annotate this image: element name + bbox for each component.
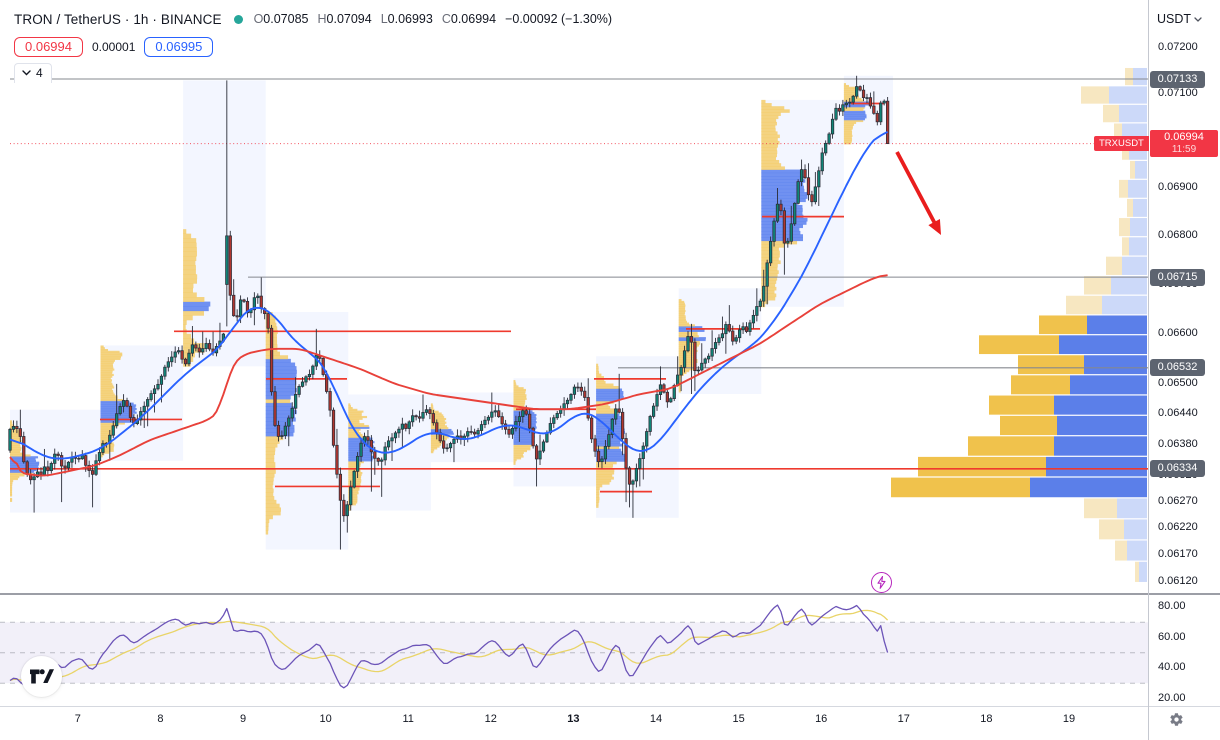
rsi-pane [0,604,1148,689]
close-value: 0.06994 [450,12,497,26]
price-tick: 0.06900 [1158,181,1198,193]
last-price-value: 0.06994 [1164,131,1204,144]
open-value: 0.07085 [263,12,309,26]
price-tick: 0.06380 [1158,438,1198,450]
currency-selector[interactable]: USDT [1157,12,1202,26]
time-tick: 13 [567,713,580,725]
rsi-tick: 80.00 [1158,600,1186,612]
indicator-count: 4 [36,66,43,80]
last-price-badge: 0.06994 11:59 [1150,130,1218,158]
chart-legend: TRON / TetherUS · 1h · BINANCE O0.07085 … [14,8,612,83]
time-tick: 19 [1062,713,1076,725]
price-tick: 0.06120 [1158,574,1198,587]
price-tick: 0.06500 [1158,376,1198,389]
session-volume-profiles [10,75,893,550]
lightning-icon [876,575,886,589]
time-tick: 11 [402,713,414,725]
time-tick: 8 [157,713,164,725]
bar-countdown: 11:59 [1171,144,1197,156]
candles [8,75,890,550]
price-tick: 0.06800 [1158,228,1198,241]
high-value: 0.07094 [326,12,372,26]
trend-arrow-drawing[interactable] [895,151,941,235]
price-tick: 0.06270 [1158,495,1198,508]
symbol-title[interactable]: TRON / TetherUS · 1h · BINANCE [14,11,222,27]
time-tick: 18 [980,713,993,725]
chart-settings-gear-icon[interactable] [1169,712,1184,727]
price-level-badge: 0.07133 [1150,70,1205,88]
low-value: 0.06993 [387,12,433,26]
price-tick: 0.06600 [1158,326,1198,339]
price-tick: 0.06220 [1158,521,1198,534]
time-tick: 9 [239,713,247,725]
price-level-badge: 0.06532 [1150,359,1205,377]
price-line-symbol-tag: TRXUSDT [1094,136,1149,152]
price-level-badge: 0.06715 [1150,268,1205,286]
rsi-tick: 20.00 [1158,691,1186,704]
buy-price-button[interactable]: 0.06995 [144,37,214,57]
sell-price-button[interactable]: 0.06994 [14,37,83,57]
quick-trade-button[interactable] [870,571,892,593]
time-tick: 17 [897,713,910,725]
rsi-tick: 40.00 [1158,661,1186,673]
time-tick: 15 [732,713,745,725]
rsi-tick: 60.00 [1158,630,1186,643]
change-value: −0.00092 (−1.30%) [505,12,613,26]
price-tick: 0.06170 [1158,547,1198,560]
time-tick: 10 [319,713,332,725]
time-tick: 14 [649,713,663,725]
ohlc-values: O0.07085 H0.07094 L0.06993 C0.06994 [253,12,497,26]
spread-value: 0.00001 [92,40,136,54]
time-tick: 7 [74,713,81,725]
time-tick: 12 [484,713,497,725]
price-level-badge: 0.06334 [1150,460,1205,478]
currency-label: USDT [1156,12,1191,26]
tradingview-logo-icon [29,669,54,684]
level-lines [10,78,1148,470]
tradingview-logo[interactable] [21,656,62,697]
chevron-down-icon [22,70,31,76]
legend-collapse-button[interactable]: 4 [14,63,52,83]
market-status-dot[interactable] [233,14,243,24]
moving-averages [9,130,889,477]
time-tick: 16 [815,713,828,725]
price-tick: 0.07200 [1158,41,1198,54]
chevron-down-icon [1194,16,1202,22]
volume-profile [891,67,1147,582]
price-tick: 0.07100 [1158,87,1198,100]
price-tick: 0.06440 [1158,407,1198,420]
